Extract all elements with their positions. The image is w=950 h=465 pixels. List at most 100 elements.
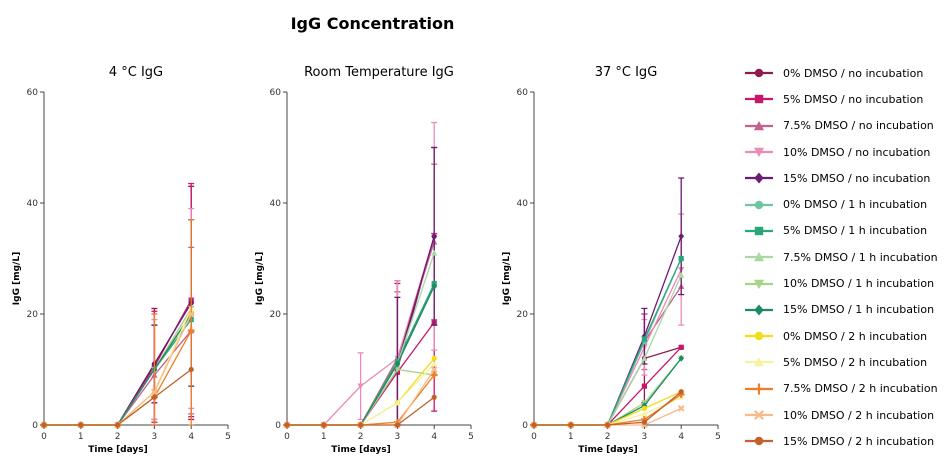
data-point <box>678 272 685 278</box>
series-line <box>534 258 682 426</box>
y-tick-label: 60 <box>27 88 39 98</box>
data-point <box>677 404 685 412</box>
series-line <box>44 368 192 426</box>
legend-marker <box>754 226 764 236</box>
data-point <box>431 282 438 290</box>
data-point <box>431 232 438 240</box>
legend-swatch <box>745 357 773 367</box>
panel-title: 4 °C IgG <box>109 65 163 80</box>
series-15 <box>41 366 194 428</box>
legend-item: 7.5% DMSO / no incubation <box>744 113 950 139</box>
y-tick-label: 40 <box>270 199 282 209</box>
y-tick-label: 0 <box>32 421 38 431</box>
legend-label: 0% DMSO / no incubation <box>783 66 924 80</box>
x-tick-label: 5 <box>468 432 474 442</box>
x-tick-label: 0 <box>284 432 290 442</box>
x-axis-label: Time [days] <box>578 445 638 455</box>
legend-item: 10% DMSO / no incubation <box>744 139 950 165</box>
legend-label: 7.5% DMSO / no incubation <box>783 119 934 133</box>
series-6 <box>531 255 684 428</box>
legend-swatch <box>745 120 773 130</box>
legend-label: 5% DMSO / 2 h incubation <box>783 355 928 369</box>
legend-swatch <box>745 279 773 289</box>
legend-item: 10% DMSO / 2 h incubation <box>744 402 950 428</box>
legend-marker <box>754 68 764 78</box>
data-point <box>678 255 684 262</box>
legend-item: 7.5% DMSO / 1 h incubation <box>744 244 950 270</box>
legend-label: 7.5% DMSO / 2 h incubation <box>783 382 938 396</box>
series-line <box>534 391 682 426</box>
series-line <box>44 308 192 426</box>
data-point <box>641 336 647 342</box>
legend-marker <box>754 172 764 184</box>
legend-label: 10% DMSO / 1 h incubation <box>783 277 935 291</box>
legend-label: 0% DMSO / 2 h incubation <box>783 329 928 343</box>
data-point <box>151 388 158 396</box>
legend-swatch <box>745 226 773 236</box>
data-point <box>641 383 647 389</box>
legend-item: 15% DMSO / 1 h incubation <box>744 297 950 323</box>
legend-label: 10% DMSO / no incubation <box>783 145 931 159</box>
data-point <box>431 360 438 367</box>
legend-item: 15% DMSO / 2 h incubation <box>744 428 950 454</box>
data-point <box>78 422 84 428</box>
data-point <box>284 422 290 428</box>
series-5 <box>41 218 195 429</box>
series-13 <box>40 218 195 429</box>
series-7 <box>531 255 684 428</box>
legend-label: 0% DMSO / 1 h incubation <box>783 198 928 212</box>
data-point <box>678 389 684 395</box>
legend-label: 7.5% DMSO / 1 h incubation <box>783 250 938 264</box>
data-point <box>357 383 364 390</box>
legend-item: 10% DMSO / 1 h incubation <box>744 270 950 296</box>
legend-label: 15% DMSO / no incubation <box>783 171 931 185</box>
data-point <box>678 355 685 362</box>
y-tick-label: 20 <box>27 310 39 320</box>
legend-marker <box>754 200 764 209</box>
chart-panel-3: 37 °C IgG 0 20 40 60 0 1 2 3 4 5 Time [days] IgG [mg… <box>502 65 721 455</box>
y-tick-label: 40 <box>27 199 39 209</box>
legend: 0% DMSO / no incubation 5% DMSO / no incu… <box>744 60 950 454</box>
data-point <box>394 360 401 368</box>
x-axis-label: Time [days] <box>331 445 391 455</box>
legend-swatch <box>745 172 773 184</box>
legend-swatch <box>745 147 773 158</box>
series-line <box>534 236 682 426</box>
series-line <box>44 299 192 426</box>
x-tick-label: 4 <box>188 432 194 442</box>
series-1 <box>41 185 195 428</box>
data-point <box>641 419 648 425</box>
x-tick-label: 0 <box>531 432 537 442</box>
legend-item: 15% DMSO / no incubation <box>744 165 950 191</box>
legend-swatch <box>745 68 773 78</box>
legend-marker <box>754 95 764 104</box>
series-8 <box>530 272 685 428</box>
x-axis-label: Time [days] <box>88 445 148 455</box>
y-axis-label: IgG [mg/L] <box>502 252 512 305</box>
data-point <box>188 366 194 373</box>
series-1 <box>531 313 684 428</box>
y-tick-label: 20 <box>517 310 529 320</box>
legend-marker <box>753 279 765 289</box>
series-line <box>534 391 682 426</box>
y-tick-label: 20 <box>270 310 282 320</box>
data-point <box>321 422 327 428</box>
legend-swatch <box>745 437 773 446</box>
series-14 <box>40 310 195 429</box>
legend-swatch <box>745 304 773 316</box>
series-3 <box>40 246 195 428</box>
chart-panel-1: 4 °C IgG 0 20 40 60 0 1 2 3 4 5 Time [days] IgG [mg/… <box>12 65 231 455</box>
data-point <box>568 422 574 428</box>
series-11 <box>41 311 194 428</box>
x-tick-label: 5 <box>225 432 231 442</box>
legend-item: 5% DMSO / 2 h incubation <box>744 349 950 375</box>
series-line <box>44 308 192 426</box>
y-tick-label: 0 <box>522 421 528 431</box>
data-point <box>41 422 47 428</box>
series-line <box>534 258 682 426</box>
y-tick-label: 60 <box>517 88 529 98</box>
data-point <box>531 422 537 428</box>
series-15 <box>284 394 437 428</box>
y-tick-label: 0 <box>275 421 281 431</box>
